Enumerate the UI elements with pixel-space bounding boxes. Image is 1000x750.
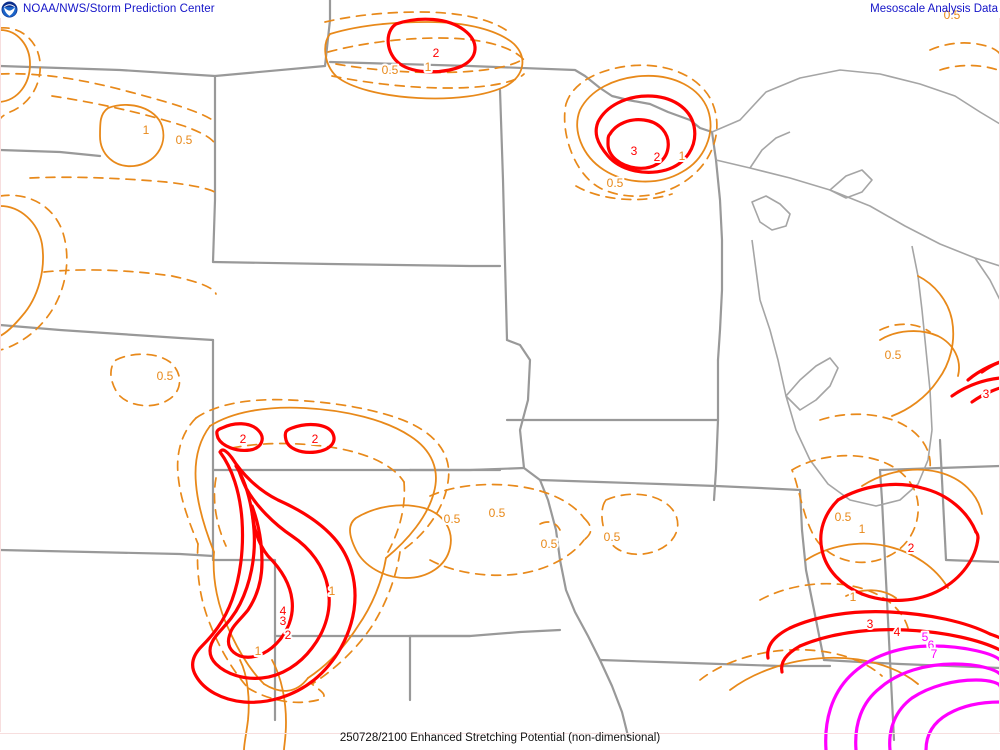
noaa-seagull-icon [1, 1, 18, 17]
contour-label: 3 [983, 387, 990, 401]
contour-label-halo: 3 [867, 617, 874, 631]
page-footer: 250728/2100 Enhanced Stretching Potentia… [0, 728, 1000, 746]
contour-label: 7 [931, 647, 938, 661]
contour-label: 1 [850, 590, 857, 604]
contour-label: 0.5 [176, 133, 193, 147]
contour-label-halo: 1 [329, 584, 336, 598]
contour-label: 2 [908, 541, 915, 555]
contour-label: 3 [280, 614, 287, 628]
contour-label: 0.5 [382, 63, 399, 77]
contour-label: 2 [240, 432, 247, 446]
contour-label-halo: 3 [631, 144, 638, 158]
contour-label-halo: 7 [931, 647, 938, 661]
contour-label-halo: 0.5 [835, 510, 852, 524]
contour-label-halo: 1 [859, 522, 866, 536]
contour-label: 6 [928, 638, 935, 652]
contour-label: 2 [433, 46, 440, 60]
contour-label-halo: 1 [143, 123, 150, 137]
contour-label: 0.5 [885, 348, 902, 362]
contour-label: 0.5 [607, 176, 624, 190]
contour-label-halo: 1 [255, 644, 262, 658]
contour-label-halo: 1 [850, 590, 857, 604]
contour-label: 1 [679, 149, 686, 163]
great-lakes-shoreline [711, 69, 1000, 507]
contour-group-6 [854, 662, 1000, 750]
contour-label-halo: 0.5 [157, 369, 174, 383]
header-left-group: NOAA/NWS/Storm Prediction Center [0, 0, 215, 18]
contour-label: 2 [654, 150, 661, 164]
contour-label-halo: 3 [983, 387, 990, 401]
contour-label: 1 [425, 60, 432, 74]
contour-label-halo: 1 [425, 60, 432, 74]
contour-label-halo: 2 [312, 432, 319, 446]
contour-label: 1 [329, 584, 336, 598]
contour-group-4 [226, 504, 1000, 674]
contour-label-halo: 0.5 [944, 8, 961, 22]
contour-label-halo: 2 [240, 432, 247, 446]
contour-label-halo: 2 [285, 628, 292, 642]
contour-label: 1 [143, 123, 150, 137]
contour-label: 0.5 [489, 506, 506, 520]
contour-label-halo: 2 [654, 150, 661, 164]
frame-edge-left [0, 18, 1, 732]
contour-group-2 [191, 17, 1000, 704]
contour-label: 0.5 [444, 512, 461, 526]
contour-label: 1 [255, 644, 262, 658]
product-caption: 250728/2100 Enhanced Stretching Potentia… [339, 732, 661, 744]
contour-label-halo: 0.5 [604, 530, 621, 544]
contour-label: 2 [285, 628, 292, 642]
contour-label: 5 [922, 630, 929, 644]
contour-label: 0.5 [944, 8, 961, 22]
contour-label-halo: 0.5 [382, 63, 399, 77]
contour-label: 3 [631, 144, 638, 158]
contour-label: 2 [312, 432, 319, 446]
contour-label-halo: 0.5 [489, 506, 506, 520]
contour-label-halo: 0.5 [885, 348, 902, 362]
contour-label: 3 [867, 617, 874, 631]
contour-group-7 [888, 678, 1000, 750]
contour-group-5 [824, 644, 1000, 750]
contour-label-halo: 2 [433, 46, 440, 60]
contour-label-halo: 6 [928, 638, 935, 652]
contour-label-halo: 0.5 [541, 537, 558, 551]
header-right-group: Mesoscale Analysis Data [870, 0, 998, 18]
contour-label: 0.5 [157, 369, 174, 383]
page-header: NOAA/NWS/Storm Prediction Center Mesosca… [0, 0, 1000, 18]
contour-label-halo: 2 [908, 541, 915, 555]
contour-label-halo: 4 [894, 625, 901, 639]
contour-label: 4 [280, 604, 287, 618]
contour-label-halo: 0.5 [607, 176, 624, 190]
header-product-title: Mesoscale Analysis Data [870, 3, 998, 15]
contour-label: 0.5 [541, 537, 558, 551]
contour-label: 1 [859, 522, 866, 536]
contour-label: 0.5 [835, 510, 852, 524]
contour-label-halo: 0.5 [444, 512, 461, 526]
contour-label-halo: 4 [280, 604, 287, 618]
contour-label-halo: 3 [280, 614, 287, 628]
contour-label-halo: 5 [922, 630, 929, 644]
contour-label-halo: 1 [679, 149, 686, 163]
contour-label-halo: 0.5 [176, 133, 193, 147]
contour-label: 0.5 [604, 530, 621, 544]
contour-label: 4 [894, 625, 901, 639]
header-agency-title: NOAA/NWS/Storm Prediction Center [23, 3, 215, 15]
frame-edge-bottom [0, 733, 1000, 734]
